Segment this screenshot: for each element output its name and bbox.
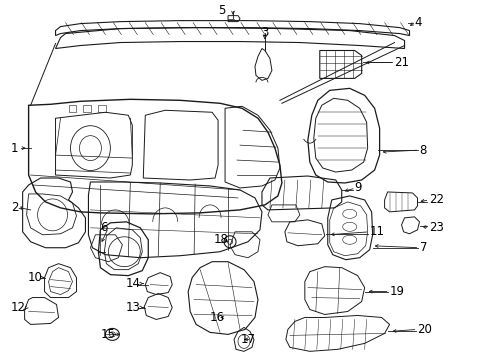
Text: 13: 13 xyxy=(125,301,140,314)
Text: 17: 17 xyxy=(241,333,255,346)
Text: 20: 20 xyxy=(417,323,432,336)
Text: 7: 7 xyxy=(419,241,427,254)
Text: 2: 2 xyxy=(11,201,19,215)
Text: 4: 4 xyxy=(415,16,422,29)
Text: 11: 11 xyxy=(369,225,385,238)
Text: 14: 14 xyxy=(125,277,140,290)
Text: 22: 22 xyxy=(429,193,444,206)
Text: 15: 15 xyxy=(100,328,115,341)
Text: 8: 8 xyxy=(419,144,427,157)
Text: 16: 16 xyxy=(210,311,225,324)
Text: 19: 19 xyxy=(390,285,405,298)
Text: 1: 1 xyxy=(11,141,19,155)
Text: 6: 6 xyxy=(100,221,107,234)
Text: 9: 9 xyxy=(355,181,362,194)
Text: 23: 23 xyxy=(429,221,444,234)
Text: 5: 5 xyxy=(218,4,225,17)
Text: 3: 3 xyxy=(261,26,269,39)
Text: 18: 18 xyxy=(213,233,228,246)
Text: 12: 12 xyxy=(11,301,25,314)
Text: 21: 21 xyxy=(394,56,410,69)
Text: 10: 10 xyxy=(28,271,43,284)
